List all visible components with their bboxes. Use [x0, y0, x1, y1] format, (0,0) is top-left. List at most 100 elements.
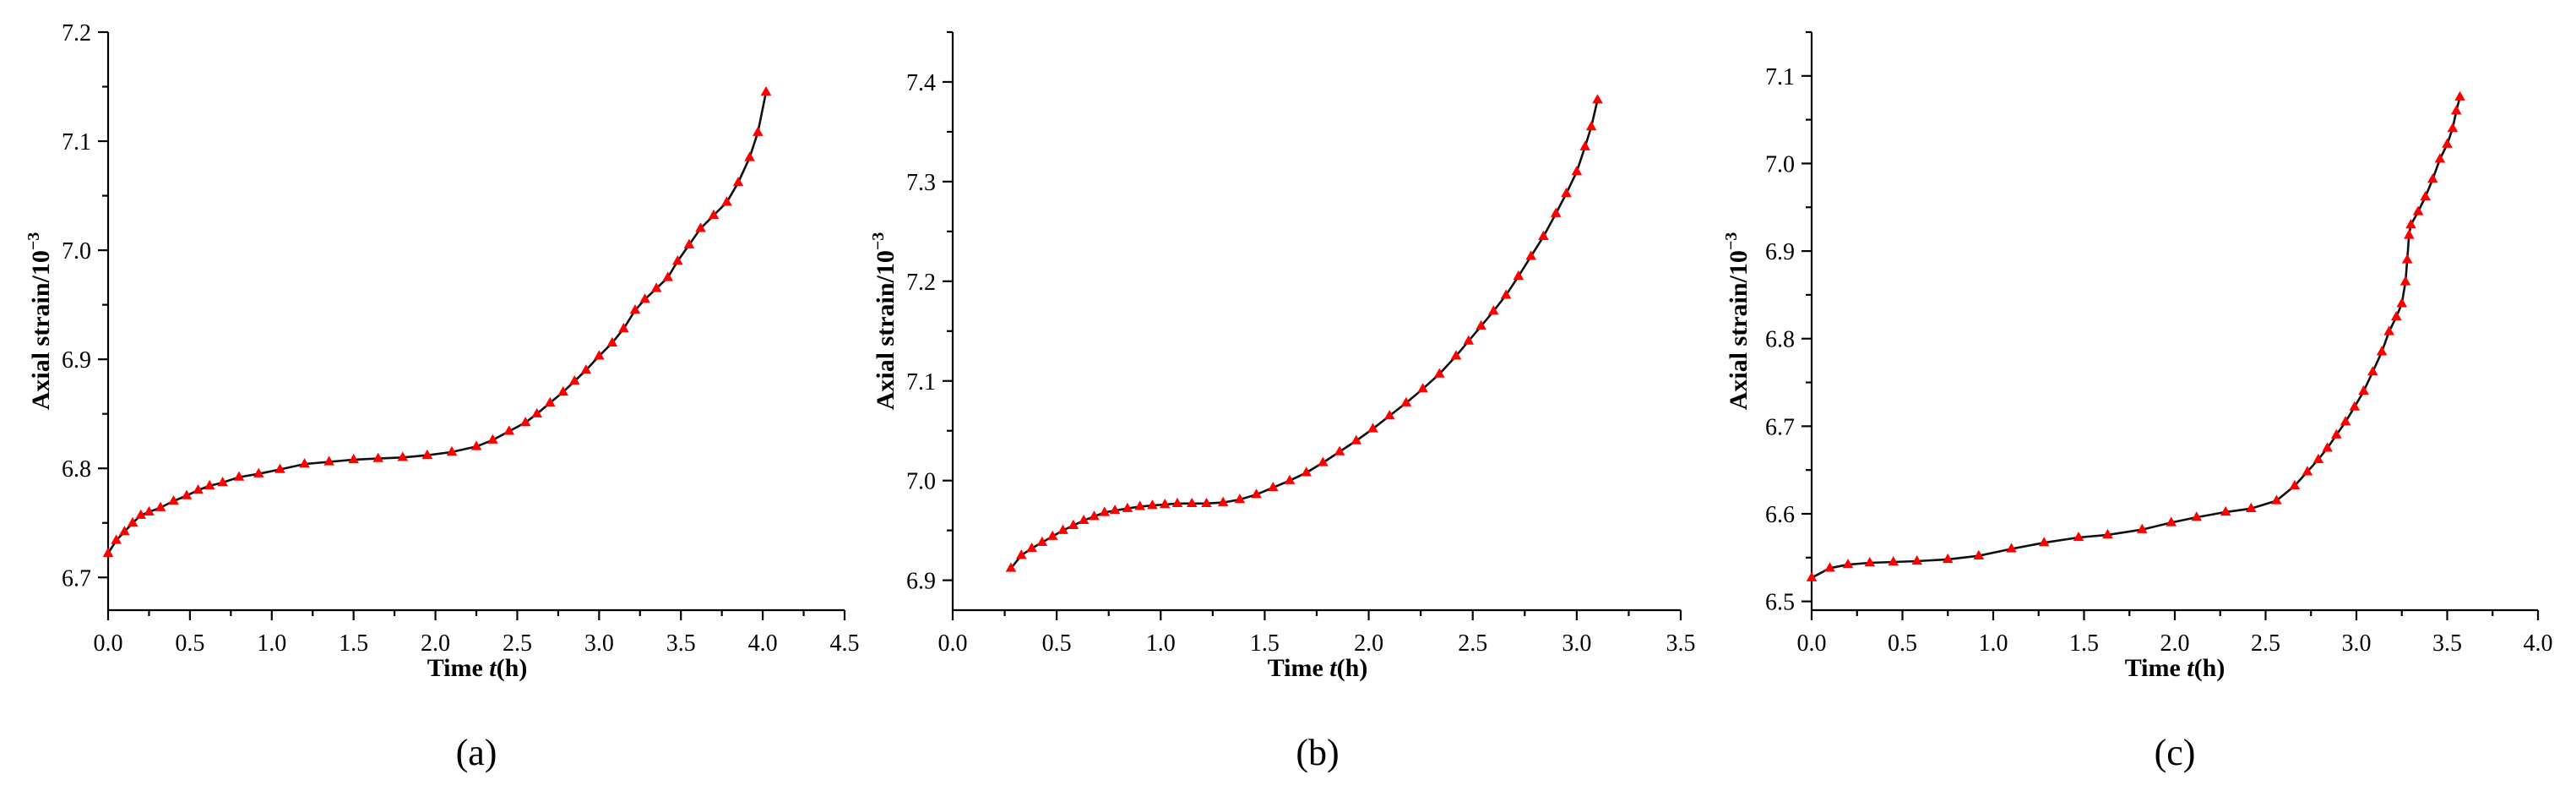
- y-tick-label-b: 7.0: [906, 469, 936, 495]
- data-point-b: [1201, 497, 1212, 508]
- data-point-a: [721, 196, 732, 206]
- x-tick-label-b: 3.5: [1666, 630, 1696, 657]
- data-point-c: [2220, 505, 2231, 516]
- data-point-c: [2399, 275, 2411, 286]
- panel-label-a: (a): [456, 732, 497, 773]
- data-point-c: [2358, 385, 2369, 396]
- data-point-a: [299, 458, 310, 468]
- data-point-a: [446, 445, 458, 456]
- data-point-c: [2191, 511, 2203, 521]
- y-tick-label-a: 7.0: [62, 238, 91, 265]
- data-point-a: [102, 547, 114, 558]
- data-point-b: [1463, 335, 1475, 345]
- data-point-b: [1400, 396, 1412, 406]
- y-tick-label-a: 7.1: [62, 129, 91, 155]
- data-point-c: [2454, 90, 2465, 101]
- x-tick-label-a: 4.0: [748, 630, 778, 657]
- data-point-c: [1864, 557, 1876, 567]
- data-point-b: [1122, 502, 1133, 512]
- x-tick-label-a: 1.0: [257, 630, 286, 657]
- data-point-c: [2405, 219, 2416, 229]
- data-point-a: [323, 456, 334, 466]
- data-point-a: [397, 451, 409, 461]
- data-point-c: [1842, 559, 1854, 569]
- data-point-c: [2340, 416, 2351, 426]
- data-point-a: [119, 526, 130, 536]
- data-point-a: [662, 271, 674, 281]
- data-point-b: [1561, 188, 1572, 198]
- data-point-c: [2412, 205, 2424, 215]
- y-axis-title-a: Axial strain/10−3: [24, 232, 55, 411]
- y-tick-label-c: 6.8: [1765, 327, 1795, 353]
- data-point-b: [1159, 498, 1171, 509]
- data-point-a: [253, 467, 264, 477]
- x-tick-label-a: 0.5: [175, 630, 204, 657]
- data-point-a: [168, 494, 179, 505]
- data-point-b: [1109, 505, 1121, 515]
- data-point-a: [760, 85, 772, 96]
- data-point-a: [111, 534, 122, 544]
- data-point-b: [1383, 410, 1395, 420]
- data-point-a: [181, 489, 193, 499]
- y-tick-label-c: 6.5: [1765, 590, 1795, 616]
- data-point-b: [1186, 497, 1198, 508]
- y-axis-title-b: Axial strain/10−3: [869, 232, 899, 411]
- panel-label-c: (c): [2155, 732, 2196, 773]
- panel-b: 0.0 0.5 1.0 1.5 2.0 2.5 3.0 3.5 6.9 7.0 7.1 7.2 7.3 7…: [869, 30, 1696, 773]
- data-point-b: [1334, 445, 1345, 456]
- x-tick-label-a: 2.5: [503, 630, 532, 657]
- data-point-b: [1046, 530, 1058, 540]
- data-point-a: [155, 501, 166, 511]
- data-point-a: [672, 255, 683, 265]
- data-point-b: [1251, 488, 1262, 499]
- x-tick-label-b: 1.0: [1146, 630, 1176, 657]
- data-point-b: [1068, 519, 1079, 529]
- y-tick-label-a: 7.2: [62, 20, 91, 46]
- data-point-b: [1488, 305, 1499, 315]
- data-point-b: [1525, 250, 1536, 260]
- x-tick-label-a: 4.5: [830, 630, 860, 657]
- data-point-c: [2102, 528, 2113, 539]
- x-tick-label-b: 0.0: [938, 630, 968, 657]
- y-tick-label-b: 7.1: [906, 369, 936, 396]
- data-point-a: [650, 282, 662, 292]
- data-point-b: [1434, 368, 1445, 378]
- data-point-c: [2383, 325, 2394, 335]
- y-axis-title-c: Axial strain/10−3: [1722, 232, 1753, 411]
- y-tick-label-b: 7.4: [906, 70, 936, 96]
- y-tick-label-c: 6.6: [1765, 502, 1795, 528]
- data-point-c: [1942, 553, 1954, 564]
- x-tick-label-b: 1.5: [1250, 630, 1280, 657]
- data-point-b: [1301, 466, 1312, 477]
- y-tick-label-c: 6.7: [1765, 414, 1795, 440]
- data-point-a: [580, 364, 592, 374]
- y-tick-label-b: 7.2: [906, 270, 936, 296]
- data-point-b: [1036, 536, 1048, 547]
- chart-area-c: 0.0 0.5 1.0 1.5 2.0 2.5 3.0 3.5 4.0 6.5 6.6 6.7 6.8 6…: [1765, 30, 2553, 657]
- y-tick-label-a: 6.8: [62, 456, 91, 483]
- data-point-c: [2450, 105, 2462, 115]
- data-point-c: [2447, 123, 2459, 133]
- data-point-c: [2349, 401, 2361, 411]
- data-point-a: [372, 452, 384, 462]
- data-point-a: [618, 323, 629, 333]
- data-point-c: [2322, 442, 2333, 452]
- x-tick-label-a: 2.0: [421, 630, 450, 657]
- x-tick-label-a: 3.5: [666, 630, 696, 657]
- x-tick-label-c: 1.0: [1979, 630, 2008, 657]
- data-point-b: [1217, 496, 1229, 506]
- panel-label-b: (b): [1296, 732, 1339, 773]
- data-point-c: [2420, 190, 2431, 201]
- data-point-a: [233, 471, 245, 481]
- data-point-b: [1417, 383, 1428, 393]
- data-point-b: [1475, 319, 1486, 330]
- data-point-a: [470, 440, 482, 450]
- data-point-b: [1550, 207, 1562, 217]
- chart-area-b: 0.0 0.5 1.0 1.5 2.0 2.5 3.0 3.5 6.9 7.0 7.1 7.2 7.3 7…: [906, 30, 1696, 657]
- x-tick-label-c: 1.5: [2069, 630, 2099, 657]
- data-point-b: [1538, 230, 1549, 240]
- data-point-b: [1078, 514, 1090, 525]
- data-point-a: [193, 484, 204, 494]
- data-point-c: [2367, 366, 2378, 376]
- data-point-b: [1579, 140, 1591, 150]
